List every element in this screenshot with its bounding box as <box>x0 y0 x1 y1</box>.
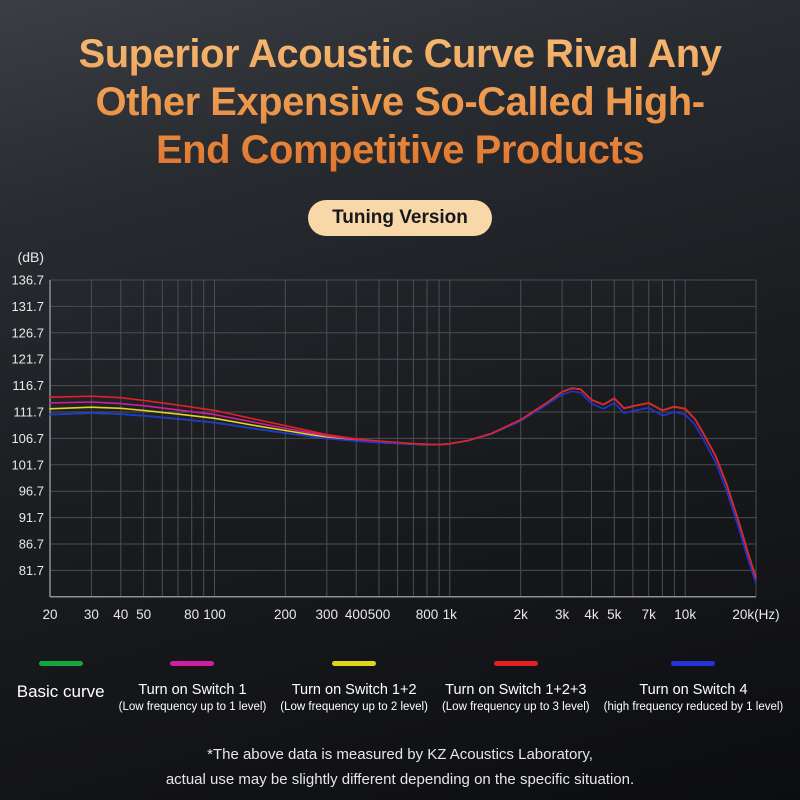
chart-area: 136.7 131.7 126.7 121.7 116.7 111.7 106.7 101.7… <box>0 244 800 637</box>
legend-item: Turn on Switch 1+2+3 (Low frequency up to… <box>442 661 590 713</box>
title-line-2: Other Expensive So-Called High- <box>95 80 705 124</box>
legend: Basic curve Turn on Switch 1 (Low frequenc… <box>0 661 800 713</box>
footer-note: *The above data is measured by KZ Acoust… <box>0 743 800 793</box>
x-tick-label: 300 <box>316 607 339 622</box>
y-tick-label: 101.7 <box>11 457 44 472</box>
x-tick-label: 80 <box>184 607 199 622</box>
frequency-response-chart: 136.7 131.7 126.7 121.7 116.7 111.7 106.7 101.7… <box>11 249 779 622</box>
legend-sublabel: (Low frequency up to 2 level) <box>280 701 428 713</box>
x-tick-label: 2k <box>514 607 529 622</box>
x-tick-label: 400 <box>345 607 368 622</box>
series-line-3 <box>49 390 757 585</box>
y-tick-label: 81.7 <box>19 563 44 578</box>
y-tick-label: 116.7 <box>12 378 44 393</box>
tuning-version-badge: Tuning Version <box>308 200 492 236</box>
x-tick-label: 500 <box>368 607 391 622</box>
y-tick-label: 96.7 <box>19 484 44 499</box>
page-title: Superior Acoustic Curve Rival Any Other … <box>0 30 800 174</box>
y-tick-label: 111.7 <box>13 405 44 420</box>
legend-swatch <box>38 661 83 666</box>
x-tick-label: 20 <box>42 607 57 622</box>
y-tick-label: 106.7 <box>11 431 44 446</box>
legend-sublabel: (Low frequency up to 1 level) <box>118 701 267 713</box>
legend-label: Turn on Switch 1+2 <box>291 682 417 698</box>
legend-sublabel: (Low frequency up to 3 level) <box>441 701 590 713</box>
y-tick-label: 126.7 <box>11 325 44 340</box>
legend-item: Turn on Switch 1 (Low frequency up to 1 l… <box>118 661 267 713</box>
y-tick-label: 91.7 <box>19 510 44 525</box>
x-tick-label: 7k <box>642 607 657 622</box>
y-tick-label: 131.7 <box>11 299 44 314</box>
legend-item: Turn on Switch 4 (high frequency reduced … <box>603 661 784 713</box>
y-tick-label: 136.7 <box>11 273 44 288</box>
title-line-1: Superior Acoustic Curve Rival Any <box>78 32 722 76</box>
legend-label: Turn on Switch 1+2+3 <box>445 682 587 698</box>
legend-swatch <box>170 661 215 666</box>
legend-swatch <box>493 661 538 666</box>
x-tick-label: 10k <box>674 607 696 622</box>
axis-y-label: (dB) <box>18 249 44 265</box>
y-tick-label: 121.7 <box>11 352 44 367</box>
x-tick-label: 20k(Hz) <box>732 607 779 622</box>
legend-swatch <box>671 661 716 666</box>
footer-line-2: actual use may be slightly different dep… <box>165 770 635 788</box>
x-tick-label: 50 <box>136 607 151 622</box>
series-line-4 <box>49 387 757 579</box>
x-tick-label: 800 <box>416 607 439 622</box>
legend-item: Turn on Switch 1+2 (Low frequency up to 2… <box>280 661 428 713</box>
y-tick-label: 86.7 <box>19 537 44 552</box>
x-tick-label: 30 <box>84 607 99 622</box>
x-tick-label: 100 <box>203 607 226 622</box>
x-tick-label: 1k <box>443 607 458 622</box>
legend-swatch <box>332 661 377 666</box>
x-tick-label: 200 <box>274 607 297 622</box>
x-tick-label: 40 <box>113 607 128 622</box>
x-tick-label: 4k <box>584 607 599 622</box>
x-tick-label: 3k <box>555 607 570 622</box>
footer-line-1: *The above data is measured by KZ Acoust… <box>207 746 593 763</box>
legend-sublabel: (high frequency reduced by 1 level) <box>603 701 784 713</box>
legend-item: Basic curve <box>17 661 105 702</box>
x-tick-label: 5k <box>607 607 622 622</box>
title-line-3: End Competitive Products <box>155 128 645 172</box>
legend-label: Basic curve <box>16 682 105 701</box>
legend-label: Turn on Switch 4 <box>639 682 748 698</box>
legend-label: Turn on Switch 1 <box>138 682 247 698</box>
